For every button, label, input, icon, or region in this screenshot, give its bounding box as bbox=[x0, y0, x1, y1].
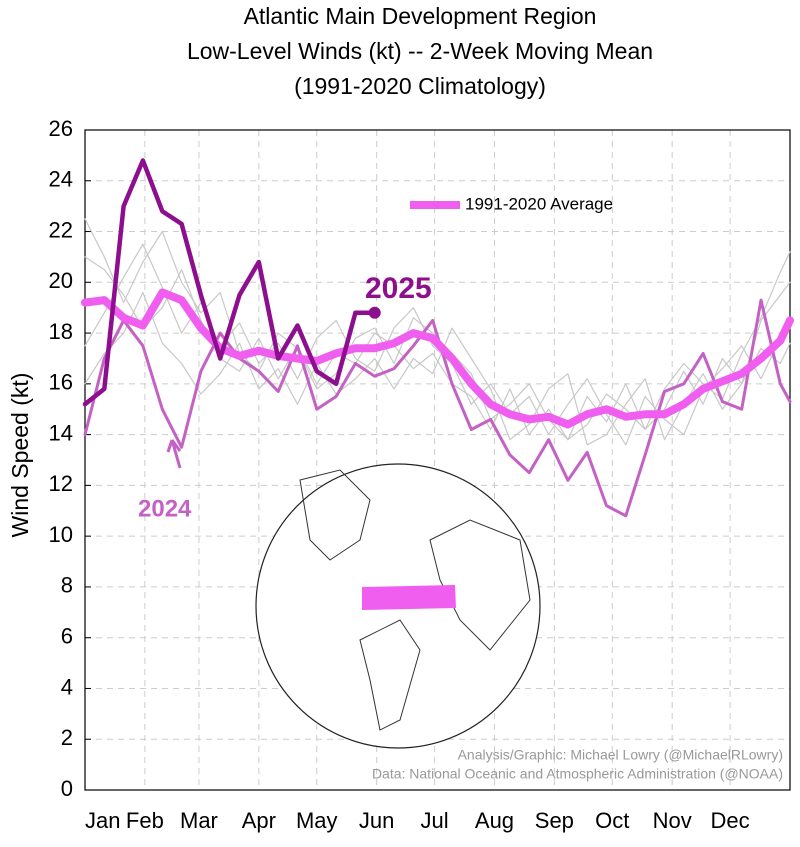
x-tick-label: Jun bbox=[359, 808, 394, 833]
y-tick-label: 12 bbox=[49, 471, 73, 496]
y-tick-label: 14 bbox=[49, 420, 73, 445]
x-tick-label: Feb bbox=[126, 808, 164, 833]
plot-frame bbox=[84, 129, 791, 791]
arrow bbox=[166, 439, 182, 469]
x-tick-label: Sep bbox=[535, 808, 574, 833]
y-tick-label: 16 bbox=[49, 370, 73, 395]
x-tick-label: May bbox=[296, 808, 338, 833]
x-tick-label: Mar bbox=[180, 808, 218, 833]
series-label: 2024 bbox=[138, 495, 192, 522]
x-tick-label: Oct bbox=[595, 808, 629, 833]
series-label: 2025 bbox=[365, 272, 432, 305]
y-tick-label: 24 bbox=[49, 167, 73, 192]
y-tick-label: 0 bbox=[61, 776, 73, 801]
series-line bbox=[82, 158, 377, 407]
x-tick-label: Jan bbox=[85, 808, 120, 833]
chart-title: (1991-2020 Climatology) bbox=[294, 73, 546, 99]
lines bbox=[81, 158, 794, 518]
y-tick-label: 4 bbox=[61, 674, 73, 699]
y-tick-label: 2 bbox=[61, 725, 73, 750]
y-tick-label: 22 bbox=[49, 217, 73, 242]
y-tick-label: 18 bbox=[49, 319, 73, 344]
x-tick-label: Jul bbox=[421, 808, 449, 833]
chart-title: Low-Level Winds (kt) -- 2-Week Moving Me… bbox=[187, 38, 653, 64]
x-tick-label: Dec bbox=[711, 808, 750, 833]
region-box bbox=[362, 585, 456, 610]
end-marker bbox=[368, 306, 381, 319]
chart-title: Atlantic Main Development Region bbox=[244, 3, 597, 29]
y-axis-label: Wind Speed (kt) bbox=[7, 373, 33, 538]
legend-label: 1991-2020 Average bbox=[465, 194, 613, 213]
globe bbox=[255, 463, 541, 749]
y-tick-label: 20 bbox=[49, 268, 73, 293]
y-tick-label: 8 bbox=[61, 573, 73, 598]
x-tick-label: Aug bbox=[475, 808, 514, 833]
series-line bbox=[81, 288, 794, 429]
y-tick-label: 10 bbox=[49, 522, 73, 547]
credit: Analysis/Graphic: Michael Lowry (@Michae… bbox=[458, 747, 783, 763]
credit: Data: National Oceanic and Atmospheric A… bbox=[372, 766, 783, 782]
y-tick-label: 26 bbox=[49, 116, 73, 141]
y-tick-label: 6 bbox=[61, 624, 73, 649]
x-tick-label: Nov bbox=[653, 808, 692, 833]
x-tick-label: Apr bbox=[242, 808, 276, 833]
